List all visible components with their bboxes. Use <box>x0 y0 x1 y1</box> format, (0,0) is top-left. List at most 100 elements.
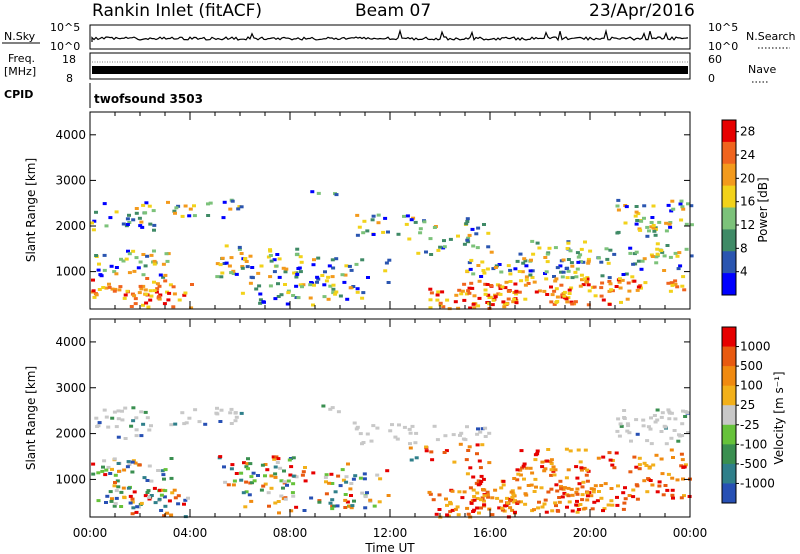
range-time-cell <box>148 222 153 226</box>
range-time-cell <box>336 410 341 414</box>
range-time-cell <box>140 225 145 229</box>
range-time-cell <box>666 408 671 412</box>
range-time-cell <box>618 422 623 426</box>
range-time-cell <box>559 283 564 287</box>
range-time-cell <box>383 269 388 273</box>
range-time-cell <box>452 460 457 464</box>
range-time-cell <box>513 510 517 514</box>
range-time-cell <box>422 220 427 224</box>
range-time-cell <box>442 451 447 454</box>
range-time-cell <box>262 300 266 304</box>
range-time-cell <box>504 302 509 306</box>
range-time-cell <box>324 279 329 283</box>
range-time-cell <box>429 253 434 256</box>
range-time-cell <box>132 490 137 494</box>
range-time-cell <box>637 463 642 467</box>
range-time-cell <box>458 442 463 446</box>
y-tick-label: 4000 <box>55 335 86 349</box>
range-time-cell <box>536 506 541 510</box>
range-time-cell <box>247 493 252 497</box>
range-time-cell <box>147 428 152 432</box>
range-time-cell <box>144 201 149 205</box>
range-time-cell <box>631 262 636 266</box>
range-time-cell <box>218 263 223 267</box>
range-time-cell <box>490 496 495 500</box>
range-time-cell <box>98 273 103 277</box>
range-time-cell <box>675 254 680 258</box>
range-time-cell <box>481 488 485 491</box>
range-time-cell <box>402 214 406 218</box>
range-time-cell <box>668 289 673 293</box>
range-time-cell <box>257 284 262 288</box>
range-time-cell <box>193 408 198 412</box>
range-time-cell <box>616 417 621 421</box>
range-time-cell <box>660 411 665 415</box>
range-time-cell <box>330 406 335 410</box>
range-time-cell <box>679 464 684 468</box>
range-time-cell <box>631 488 636 492</box>
range-time-cell <box>438 301 443 305</box>
range-time-cell <box>134 256 139 260</box>
range-time-cell <box>173 422 178 426</box>
range-time-cell <box>654 255 659 259</box>
colorbar-segment <box>722 385 736 406</box>
range-time-cell <box>376 213 381 217</box>
time-axis-label: Time UT <box>364 541 415 554</box>
range-time-cell <box>497 284 502 288</box>
range-time-cell <box>590 507 595 511</box>
range-time-cell <box>442 245 447 249</box>
range-time-cell <box>464 458 469 462</box>
range-time-cell <box>113 481 117 484</box>
range-time-cell <box>468 306 473 310</box>
range-time-cell <box>524 264 529 268</box>
colorbar-segment <box>722 120 736 143</box>
range-time-cell <box>610 503 615 507</box>
freq-tick-top: 18 <box>62 53 76 66</box>
range-time-cell <box>263 463 268 466</box>
range-time-cell <box>549 458 554 462</box>
range-time-cell <box>265 468 270 472</box>
range-time-cell <box>324 492 329 496</box>
range-time-cell <box>424 449 429 453</box>
velocity-colorbar-label: Velocity [m s⁻¹] <box>772 371 786 464</box>
colorbar-segment <box>722 366 736 387</box>
range-time-cell <box>471 302 476 306</box>
range-time-cell <box>282 469 286 473</box>
range-time-cell <box>617 280 622 284</box>
range-time-cell <box>272 258 277 262</box>
range-time-cell <box>340 273 345 277</box>
range-time-cell <box>234 415 239 419</box>
range-time-cell <box>475 491 480 495</box>
range-time-cell <box>514 298 519 302</box>
range-time-cell <box>543 256 548 259</box>
range-time-cell <box>261 484 266 488</box>
range-time-cell <box>535 452 540 456</box>
range-time-cell <box>483 288 488 292</box>
range-time-cell <box>410 424 415 428</box>
range-time-cell <box>596 456 601 460</box>
range-time-cell <box>500 506 505 510</box>
range-time-cell <box>636 259 641 263</box>
range-time-cell <box>615 495 619 499</box>
range-time-cell <box>308 296 313 300</box>
range-time-cell <box>141 303 145 307</box>
range-time-cell <box>550 509 555 513</box>
range-time-cell <box>269 474 274 478</box>
range-time-cell <box>542 289 547 293</box>
colorbar-segment <box>722 141 736 165</box>
range-time-cell <box>163 489 168 493</box>
range-time-cell <box>249 475 254 479</box>
range-time-cell <box>517 270 522 273</box>
range-time-cell <box>114 489 119 493</box>
range-time-cell <box>222 200 227 204</box>
range-time-cell <box>343 493 348 496</box>
colorbar-segment <box>722 327 736 348</box>
range-time-cell <box>654 453 659 457</box>
range-time-cell <box>343 273 348 277</box>
range-time-cell <box>149 253 154 257</box>
range-time-cell <box>499 270 504 274</box>
range-time-cell <box>576 260 581 264</box>
range-time-cell <box>547 246 552 250</box>
range-time-cell <box>574 490 579 494</box>
range-time-cell <box>440 290 445 294</box>
